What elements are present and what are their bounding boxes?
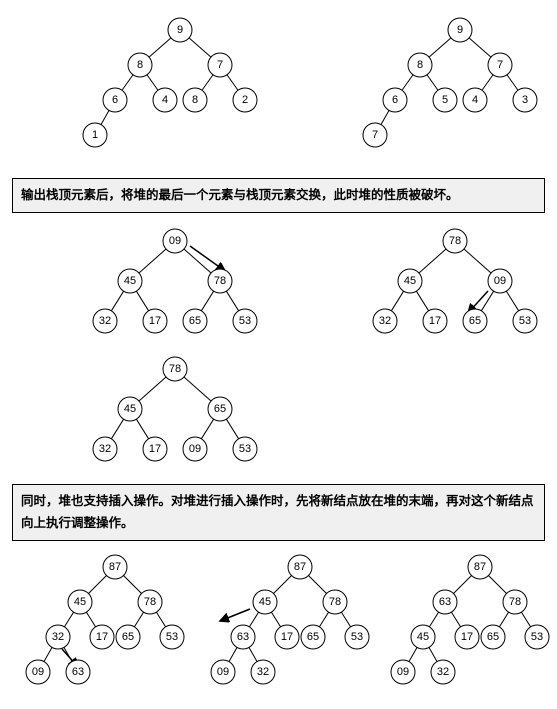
svg-text:87: 87 — [474, 561, 486, 573]
svg-text:53: 53 — [239, 443, 251, 455]
svg-text:3: 3 — [522, 94, 528, 106]
svg-text:17: 17 — [281, 631, 293, 643]
svg-text:65: 65 — [307, 631, 319, 643]
svg-text:17: 17 — [149, 315, 161, 327]
svg-text:32: 32 — [437, 666, 449, 678]
svg-text:45: 45 — [74, 596, 86, 608]
svg-text:45: 45 — [417, 631, 429, 643]
svg-text:9: 9 — [457, 24, 463, 36]
svg-text:65: 65 — [469, 315, 481, 327]
svg-text:65: 65 — [214, 403, 226, 415]
svg-text:7: 7 — [497, 59, 503, 71]
explanation-2: 同时，堆也支持插入操作。对堆进行插入操作时，先将新结点放在堆的末端，再对这个新结… — [12, 484, 545, 541]
svg-text:8: 8 — [192, 94, 198, 106]
heap-diagram-row-2: 09 45 78 32 17 65 53 78 45 09 32 17 65 53 — [10, 221, 547, 351]
svg-text:87: 87 — [109, 561, 121, 573]
svg-text:53: 53 — [166, 631, 178, 643]
svg-text:5: 5 — [442, 94, 448, 106]
svg-text:7: 7 — [217, 59, 223, 71]
svg-text:32: 32 — [379, 315, 391, 327]
svg-text:32: 32 — [99, 315, 111, 327]
tree-svg-1: 9 8 7 6 4 8 2 1 9 8 7 6 5 4 3 7 — [10, 10, 550, 170]
svg-text:8: 8 — [417, 59, 423, 71]
svg-text:65: 65 — [189, 315, 201, 327]
svg-text:78: 78 — [144, 596, 156, 608]
svg-text:09: 09 — [217, 666, 229, 678]
svg-text:45: 45 — [124, 275, 136, 287]
svg-text:32: 32 — [52, 631, 64, 643]
svg-text:9: 9 — [177, 24, 183, 36]
svg-text:53: 53 — [531, 631, 543, 643]
svg-text:63: 63 — [439, 596, 451, 608]
svg-text:4: 4 — [472, 94, 478, 106]
tree-svg-2: 09 45 78 32 17 65 53 78 45 09 32 17 65 53 — [10, 221, 550, 351]
svg-text:87: 87 — [294, 561, 306, 573]
svg-text:45: 45 — [404, 275, 416, 287]
svg-text:63: 63 — [72, 666, 84, 678]
svg-text:6: 6 — [392, 94, 398, 106]
svg-text:78: 78 — [509, 596, 521, 608]
svg-text:78: 78 — [169, 363, 181, 375]
svg-text:17: 17 — [149, 443, 161, 455]
svg-text:53: 53 — [519, 315, 531, 327]
svg-text:65: 65 — [122, 631, 134, 643]
svg-text:45: 45 — [259, 596, 271, 608]
svg-text:09: 09 — [189, 443, 201, 455]
svg-text:32: 32 — [99, 443, 111, 455]
svg-text:09: 09 — [169, 235, 181, 247]
svg-text:53: 53 — [239, 315, 251, 327]
svg-text:09: 09 — [494, 275, 506, 287]
svg-text:78: 78 — [214, 275, 226, 287]
svg-text:09: 09 — [32, 666, 44, 678]
svg-text:17: 17 — [429, 315, 441, 327]
svg-text:78: 78 — [449, 235, 461, 247]
svg-text:4: 4 — [162, 94, 168, 106]
heap-diagram-row-1: 9 8 7 6 4 8 2 1 9 8 7 6 5 4 3 7 — [10, 10, 547, 170]
tree-svg-3: 78 45 65 32 17 09 53 — [10, 351, 550, 476]
svg-text:7: 7 — [372, 129, 378, 141]
svg-text:53: 53 — [351, 631, 363, 643]
heap-diagram-row-4: 87 45 78 32 17 65 53 09 63 87 45 78 63 17 65 53 09 32 87 63… — [10, 549, 547, 699]
svg-text:6: 6 — [112, 94, 118, 106]
tree-svg-4: 87 45 78 32 17 65 53 09 63 87 45 78 63 17 65 53 09 32 87 63… — [10, 549, 556, 699]
svg-text:63: 63 — [237, 631, 249, 643]
svg-text:45: 45 — [124, 403, 136, 415]
svg-text:78: 78 — [329, 596, 341, 608]
explanation-1: 输出栈顶元素后，将堆的最后一个元素与栈顶元素交换，此时堆的性质被破坏。 — [12, 178, 545, 213]
svg-text:17: 17 — [96, 631, 108, 643]
svg-text:8: 8 — [137, 59, 143, 71]
heap-diagram-row-3: 78 45 65 32 17 09 53 — [10, 351, 547, 476]
svg-text:17: 17 — [461, 631, 473, 643]
svg-text:2: 2 — [242, 94, 248, 106]
svg-text:09: 09 — [397, 666, 409, 678]
svg-text:1: 1 — [92, 129, 98, 141]
svg-text:65: 65 — [487, 631, 499, 643]
svg-text:32: 32 — [257, 666, 269, 678]
